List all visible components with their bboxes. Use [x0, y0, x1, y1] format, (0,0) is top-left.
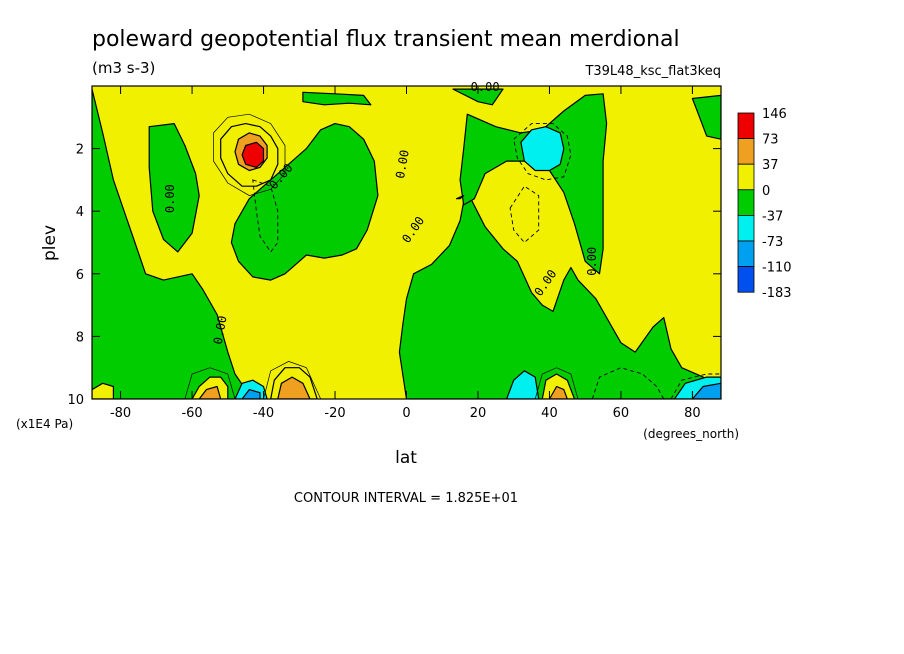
colorbar-label-6: -110 [762, 261, 792, 276]
contour-label-6: 0.00 [585, 247, 599, 276]
chart-title: poleward geopotential flux transient mea… [92, 27, 680, 52]
contour-region-21 [541, 373, 576, 399]
y-tick-label-4: 10 [67, 393, 84, 408]
contour-label-7: 0.00 [211, 315, 230, 346]
contour-label-0: 0.00 [471, 80, 500, 94]
x-tick-label-2: -40 [253, 406, 274, 421]
colorbar-label-0: 146 [762, 107, 787, 122]
colorbar-label-2: 37 [762, 158, 779, 173]
contour-label-3: 0.00 [393, 149, 412, 180]
contour-region-24 [691, 382, 721, 399]
y-axis: 2 4 6 8 10 [67, 143, 721, 408]
positive-contour-line-0 [213, 113, 286, 196]
contour-region-5 [398, 198, 721, 399]
colorbar-label-1: 73 [762, 133, 779, 148]
y-tick-label-3: 8 [76, 330, 84, 345]
x-tick-label-6: 40 [541, 406, 558, 421]
positive-contour-line-1 [184, 367, 236, 399]
colorbar-swatch-1 [737, 138, 755, 165]
x-tick-label-5: 20 [470, 406, 487, 421]
contour-region-19 [241, 389, 261, 399]
negative-contour-line-4 [670, 373, 721, 399]
colorbar-label-4: -37 [762, 209, 783, 224]
contour-region-17 [277, 376, 311, 399]
y-tick-label-2: 6 [76, 268, 84, 283]
negative-contour-line-3 [591, 367, 665, 399]
x-tick-label-4: 0 [402, 406, 410, 421]
contour-region-20 [506, 370, 540, 399]
colorbar: 146 73 37 0 -37 -73 -110 -183 [737, 107, 792, 301]
colorbar-swatch-6 [737, 266, 755, 293]
contour-region-2 [230, 122, 379, 281]
filled-regions [92, 88, 721, 399]
contour-region-12 [520, 126, 565, 172]
colorbar-swatch-0 [737, 112, 755, 140]
contour-region-3 [302, 91, 372, 106]
contour-region-1 [148, 122, 200, 253]
positive-contours [184, 113, 579, 399]
run-label: T39L48_ksc_flat3keq [584, 64, 721, 79]
x-unit-label: (degrees_north) [643, 427, 739, 441]
x-tick-label-3: -20 [324, 406, 345, 421]
colorbar-label-3: 0 [762, 184, 770, 199]
contour-region-6 [459, 93, 608, 275]
x-tick-label-1: -60 [181, 406, 202, 421]
x-tick-label-7: 60 [613, 406, 630, 421]
negative-contour-line-1 [509, 185, 540, 244]
x-axis: -80 -60 -40 -20 0 20 40 60 80 [110, 86, 701, 421]
positive-contour-line-2 [263, 361, 322, 399]
positive-contour-line-3 [534, 367, 579, 399]
colorbar-swatch-2 [737, 163, 755, 191]
colorbar-label-7: -183 [762, 286, 792, 301]
contour-region-7 [691, 94, 721, 140]
plot-area: 0.000.000.00 0.000.000.000.000.00 [91, 80, 722, 400]
contour-region-13 [92, 382, 115, 399]
colorbar-label-5: -73 [762, 235, 783, 250]
contour-region-8 [455, 195, 465, 200]
colorbar-swatch-5 [737, 240, 755, 268]
x-tick-label-8: 80 [684, 406, 701, 421]
contour-region-22 [548, 385, 568, 399]
units-label: (m3 s-3) [92, 59, 155, 77]
x-axis-label: lat [395, 448, 417, 468]
contour-interval-note: CONTOUR INTERVAL = 1.825E+01 [294, 491, 518, 506]
y-tick-label-0: 2 [76, 143, 84, 158]
contour-region-4 [452, 88, 504, 106]
negative-contour-line-0 [252, 179, 279, 253]
negative-contour-line-2 [513, 123, 572, 181]
contour-region-11 [241, 141, 265, 168]
colorbar-swatch-3 [737, 189, 755, 216]
y-tick-label-1: 4 [76, 205, 84, 220]
y-axis-label: plev [40, 225, 60, 261]
negative-contours [252, 123, 721, 399]
y-unit-label: (x1E4 Pa) [16, 417, 73, 431]
x-tick-label-0: -80 [110, 406, 131, 421]
contour-label-1: 0.00 [163, 184, 177, 213]
contour-region-15 [198, 385, 222, 399]
colorbar-swatch-4 [737, 214, 755, 242]
